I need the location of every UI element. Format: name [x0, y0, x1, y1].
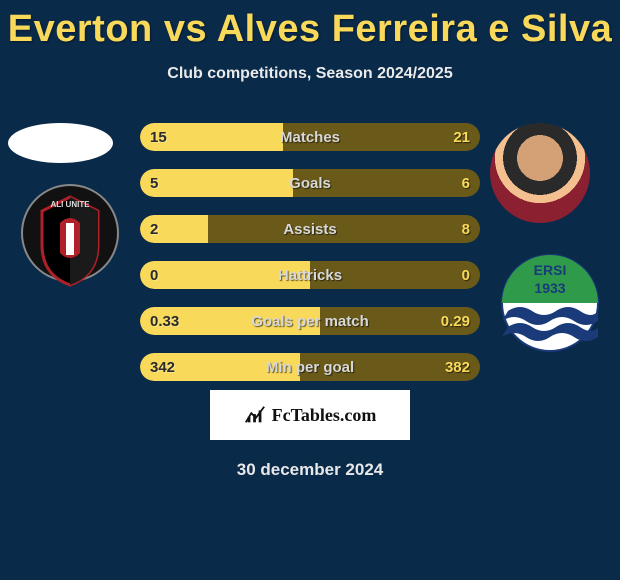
stat-row: 0 0 Hattricks	[140, 261, 480, 289]
club-left-text: ALI UNITE	[50, 200, 90, 209]
stat-label: Goals per match	[251, 313, 369, 330]
player-left-photo	[8, 123, 113, 163]
footer-date: 30 december 2024	[0, 460, 620, 480]
stat-label: Assists	[283, 221, 336, 238]
stat-value-right: 0	[462, 267, 470, 284]
bar-fill-right	[208, 215, 480, 243]
bar-fill-left	[140, 169, 293, 197]
stat-row: 2 8 Assists	[140, 215, 480, 243]
stat-value-right: 0.29	[441, 313, 470, 330]
stat-value-right: 382	[445, 359, 470, 376]
stat-value-left: 15	[150, 129, 167, 146]
stat-label: Hattricks	[278, 267, 342, 284]
stat-label: Min per goal	[266, 359, 354, 376]
stat-row: 15 21 Matches	[140, 123, 480, 151]
source-text: FcTables.com	[272, 405, 377, 426]
stat-row: 342 382 Min per goal	[140, 353, 480, 381]
stat-row: 5 6 Goals	[140, 169, 480, 197]
club-right-logo: ERSI 1933	[500, 253, 600, 363]
player-right-photo	[490, 123, 590, 223]
stat-value-left: 5	[150, 175, 158, 192]
page-subtitle: Club competitions, Season 2024/2025	[0, 65, 620, 83]
chart-icon	[244, 404, 266, 426]
stat-label: Goals	[289, 175, 331, 192]
stat-value-right: 6	[462, 175, 470, 192]
stat-rows: 15 21 Matches 5 6 Goals 2 8 Assists 0 0 Hattricks 0.…	[140, 123, 480, 399]
stat-value-right: 21	[453, 129, 470, 146]
page-title: Everton vs Alves Ferreira e Silva	[0, 0, 620, 51]
source-card: FcTables.com	[210, 390, 410, 440]
club-right-text: ERSI	[534, 262, 567, 278]
stat-row: 0.33 0.29 Goals per match	[140, 307, 480, 335]
club-left-logo: ALI UNITE	[20, 183, 120, 293]
stat-value-left: 0.33	[150, 313, 179, 330]
stat-value-right: 8	[462, 221, 470, 238]
stat-value-left: 2	[150, 221, 158, 238]
stat-value-left: 0	[150, 267, 158, 284]
stat-value-left: 342	[150, 359, 175, 376]
club-right-year: 1933	[534, 280, 565, 296]
stat-label: Matches	[280, 129, 340, 146]
